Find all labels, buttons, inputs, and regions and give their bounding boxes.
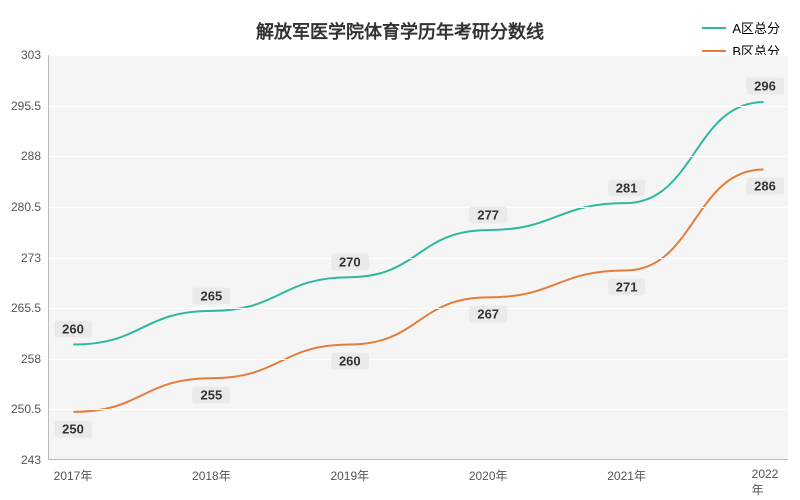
series-line xyxy=(73,169,763,411)
y-axis-label: 303 xyxy=(21,48,41,62)
data-label: 255 xyxy=(193,387,231,404)
plot-area: 243250.5258265.5273280.5288295.53032017年… xyxy=(48,55,788,460)
y-axis-label: 273 xyxy=(21,251,41,265)
y-axis-label: 243 xyxy=(21,453,41,467)
grid-line xyxy=(49,106,788,107)
x-axis-label: 2018年 xyxy=(192,467,231,484)
x-axis-label: 2017年 xyxy=(54,467,93,484)
legend-item-a: A区总分 xyxy=(702,18,780,37)
grid-line xyxy=(49,258,788,259)
legend-label-a: A区总分 xyxy=(732,18,780,37)
data-label: 265 xyxy=(193,287,231,304)
y-axis-label: 295.5 xyxy=(11,99,41,113)
legend-swatch-b xyxy=(702,50,726,52)
x-axis-label: 2019年 xyxy=(330,467,369,484)
chart-container: 解放军医学院体育学历年考研分数线 A区总分 B区总分 243250.525826… xyxy=(0,0,800,500)
y-axis-label: 288 xyxy=(21,149,41,163)
grid-line xyxy=(49,460,788,461)
x-axis-label: 2020年 xyxy=(469,467,508,484)
data-label: 296 xyxy=(746,78,784,95)
grid-line xyxy=(49,156,788,157)
data-label: 260 xyxy=(331,353,369,370)
grid-line xyxy=(49,409,788,410)
data-label: 281 xyxy=(608,179,646,196)
legend-swatch-a xyxy=(702,27,726,29)
y-axis-label: 280.5 xyxy=(11,200,41,214)
data-label: 260 xyxy=(54,321,92,338)
data-label: 271 xyxy=(608,279,646,296)
data-label: 267 xyxy=(469,306,507,323)
x-axis-label: 2022年 xyxy=(752,467,779,498)
y-axis-label: 258 xyxy=(21,352,41,366)
data-label: 250 xyxy=(54,420,92,437)
data-label: 277 xyxy=(469,206,507,223)
data-label: 270 xyxy=(331,253,369,270)
data-label: 286 xyxy=(746,177,784,194)
y-axis-label: 265.5 xyxy=(11,301,41,315)
x-axis-label: 2021年 xyxy=(607,467,646,484)
grid-line xyxy=(49,359,788,360)
grid-line xyxy=(49,308,788,309)
chart-title: 解放军医学院体育学历年考研分数线 xyxy=(256,18,544,44)
y-axis-label: 250.5 xyxy=(11,402,41,416)
grid-line xyxy=(49,55,788,56)
grid-line xyxy=(49,207,788,208)
